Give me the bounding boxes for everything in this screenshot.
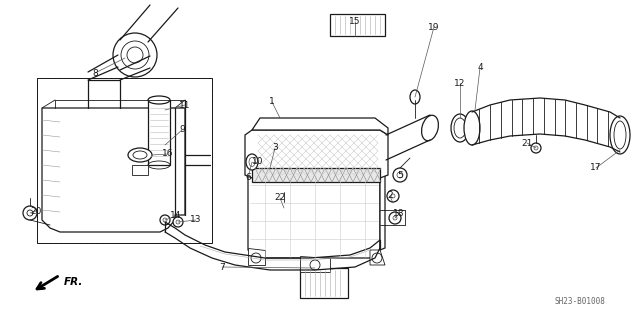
Circle shape xyxy=(531,143,541,153)
Text: FR.: FR. xyxy=(64,277,83,287)
Text: 12: 12 xyxy=(454,78,466,87)
Text: 15: 15 xyxy=(349,18,361,26)
Text: SH23-B01008: SH23-B01008 xyxy=(555,298,605,307)
Polygon shape xyxy=(248,175,380,258)
Text: 10: 10 xyxy=(252,158,264,167)
Text: 1: 1 xyxy=(269,98,275,107)
Text: 3: 3 xyxy=(272,144,278,152)
Bar xyxy=(148,100,170,165)
Circle shape xyxy=(278,202,290,214)
Text: 22: 22 xyxy=(275,194,285,203)
Polygon shape xyxy=(300,256,330,272)
Text: 19: 19 xyxy=(428,23,440,32)
Polygon shape xyxy=(248,248,265,265)
Text: 2: 2 xyxy=(387,191,393,201)
Ellipse shape xyxy=(410,90,420,104)
Text: 14: 14 xyxy=(170,211,182,220)
Bar xyxy=(300,268,348,298)
Circle shape xyxy=(23,206,37,220)
Bar xyxy=(37,78,212,243)
Ellipse shape xyxy=(246,154,258,170)
Text: 7: 7 xyxy=(219,263,225,271)
Polygon shape xyxy=(248,165,380,175)
Bar xyxy=(132,165,148,175)
Ellipse shape xyxy=(422,115,438,141)
Text: 17: 17 xyxy=(590,164,602,173)
Text: 21: 21 xyxy=(522,138,532,147)
Text: 4: 4 xyxy=(477,63,483,72)
Text: 6: 6 xyxy=(245,174,251,182)
Polygon shape xyxy=(252,168,380,182)
Text: 18: 18 xyxy=(393,210,404,219)
Bar xyxy=(330,14,385,36)
Polygon shape xyxy=(42,108,185,232)
Circle shape xyxy=(387,190,399,202)
Polygon shape xyxy=(245,130,388,178)
Ellipse shape xyxy=(451,114,469,142)
Circle shape xyxy=(113,33,157,77)
Polygon shape xyxy=(252,118,388,135)
Text: 13: 13 xyxy=(190,216,202,225)
Polygon shape xyxy=(370,250,385,265)
Text: 9: 9 xyxy=(179,125,185,135)
Ellipse shape xyxy=(128,148,152,162)
Ellipse shape xyxy=(610,116,630,154)
Circle shape xyxy=(393,168,407,182)
Circle shape xyxy=(160,215,170,225)
Text: 16: 16 xyxy=(163,150,173,159)
Polygon shape xyxy=(375,155,385,250)
Text: 8: 8 xyxy=(92,69,98,78)
Ellipse shape xyxy=(280,186,288,198)
Circle shape xyxy=(173,217,183,227)
Circle shape xyxy=(389,212,401,224)
Text: 11: 11 xyxy=(179,100,191,109)
Text: 20: 20 xyxy=(30,206,42,216)
Text: 5: 5 xyxy=(397,170,403,180)
Bar xyxy=(37,78,212,243)
Ellipse shape xyxy=(464,111,480,145)
Ellipse shape xyxy=(148,96,170,104)
